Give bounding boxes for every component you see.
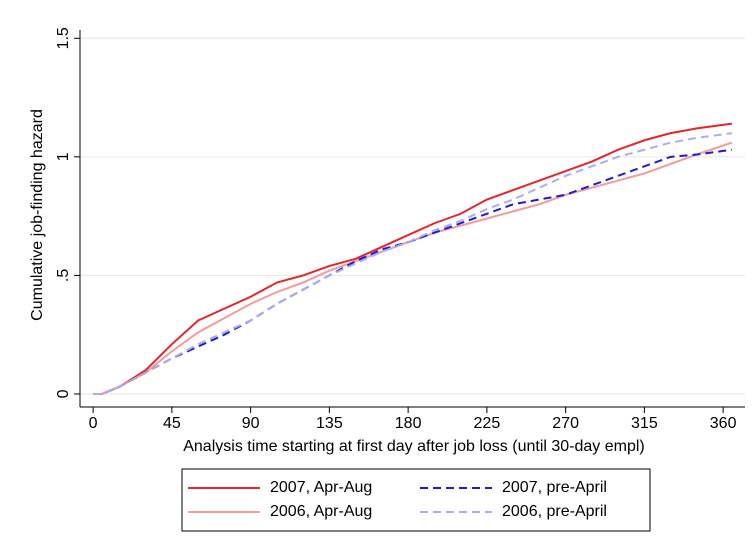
x-tick-label: 0 (89, 415, 98, 432)
x-tick-label: 180 (395, 415, 422, 432)
y-tick-label: .5 (55, 269, 72, 282)
y-axis-label: Cumulative job-finding hazard (29, 109, 46, 321)
series-line (93, 132, 733, 395)
series-line (93, 141, 733, 395)
x-tick-label: 360 (710, 415, 737, 432)
legend-label: 2006, Apr-Aug (270, 503, 372, 520)
x-tick-label: 90 (242, 415, 260, 432)
legend-box (181, 468, 651, 532)
legend-label: 2007, pre-April (502, 479, 607, 496)
x-tick-label: 315 (631, 415, 658, 432)
legend-label: 2007, Apr-Aug (270, 479, 372, 496)
y-tick-label: 1.5 (55, 27, 72, 49)
x-tick-label: 135 (316, 415, 343, 432)
x-axis-label: Analysis time starting at first day afte… (183, 438, 645, 455)
x-tick-label: 270 (552, 415, 579, 432)
y-tick-label: 1 (55, 152, 72, 161)
y-tick-label: 0 (55, 389, 72, 398)
x-tick-label: 45 (163, 415, 181, 432)
series-line (93, 122, 733, 395)
legend-label: 2006, pre-April (502, 503, 607, 520)
x-tick-label: 225 (474, 415, 501, 432)
